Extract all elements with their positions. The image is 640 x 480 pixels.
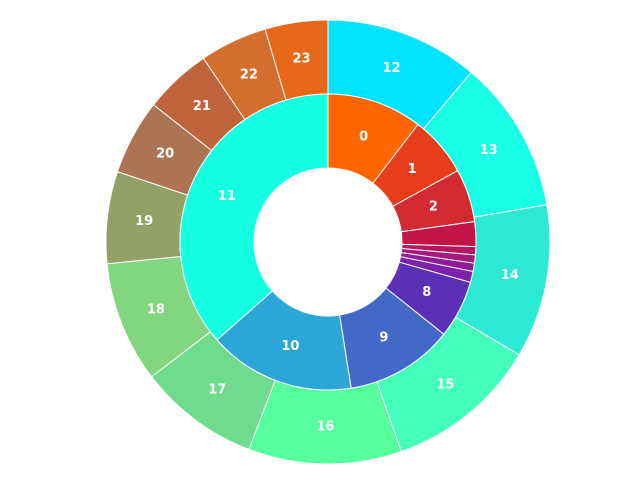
inner-label-0: 0 <box>359 129 368 144</box>
inner-label-8: 8 <box>422 285 431 300</box>
outer-label-14: 14 <box>501 268 519 283</box>
inner-label-1: 1 <box>408 162 417 177</box>
outer-label-18: 18 <box>147 302 165 317</box>
outer-label-21: 21 <box>193 99 211 114</box>
outer-label-19: 19 <box>135 214 153 229</box>
outer-ring <box>105 19 551 465</box>
inner-label-9: 9 <box>379 330 388 345</box>
inner-label-10: 10 <box>281 339 299 354</box>
outer-label-15: 15 <box>436 378 454 393</box>
inner-slice-11 <box>179 93 329 341</box>
outer-label-20: 20 <box>156 147 174 162</box>
outer-label-13: 13 <box>480 143 498 158</box>
outer-label-12: 12 <box>382 61 400 76</box>
outer-label-22: 22 <box>240 67 258 82</box>
inner-label-11: 11 <box>218 189 236 204</box>
outer-label-23: 23 <box>292 51 310 66</box>
outer-label-16: 16 <box>316 419 334 434</box>
inner-ring <box>179 93 477 391</box>
outer-label-17: 17 <box>208 383 226 398</box>
inner-label-2: 2 <box>429 200 438 215</box>
